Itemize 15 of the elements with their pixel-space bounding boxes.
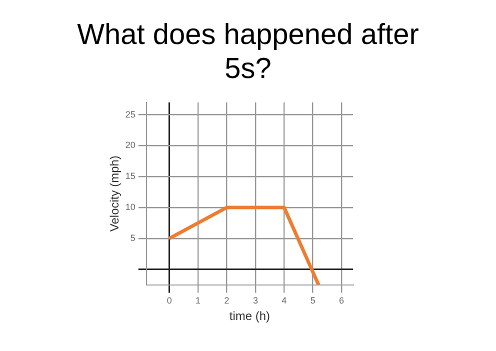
- chart-title: What does happened after 5s?: [76, 18, 420, 87]
- y-tick-label: 15: [125, 171, 136, 182]
- y-tick-label: 25: [125, 109, 136, 120]
- y-axis-title: Velocity (mph): [108, 156, 122, 232]
- y-tick-label: 5: [130, 232, 136, 243]
- x-axis-title: time (h): [229, 309, 270, 324]
- x-tick-label: 5: [310, 296, 316, 306]
- x-tick-label: 4: [282, 296, 287, 306]
- y-tick-label: 10: [125, 202, 136, 212]
- y-tick-label: 20: [125, 140, 136, 150]
- x-tick-label: 0: [166, 296, 172, 306]
- x-tick-label: 2: [224, 296, 230, 306]
- x-tick-label: 1: [196, 296, 201, 306]
- x-tick-label: 6: [339, 296, 344, 306]
- x-tick-label: 3: [252, 296, 258, 306]
